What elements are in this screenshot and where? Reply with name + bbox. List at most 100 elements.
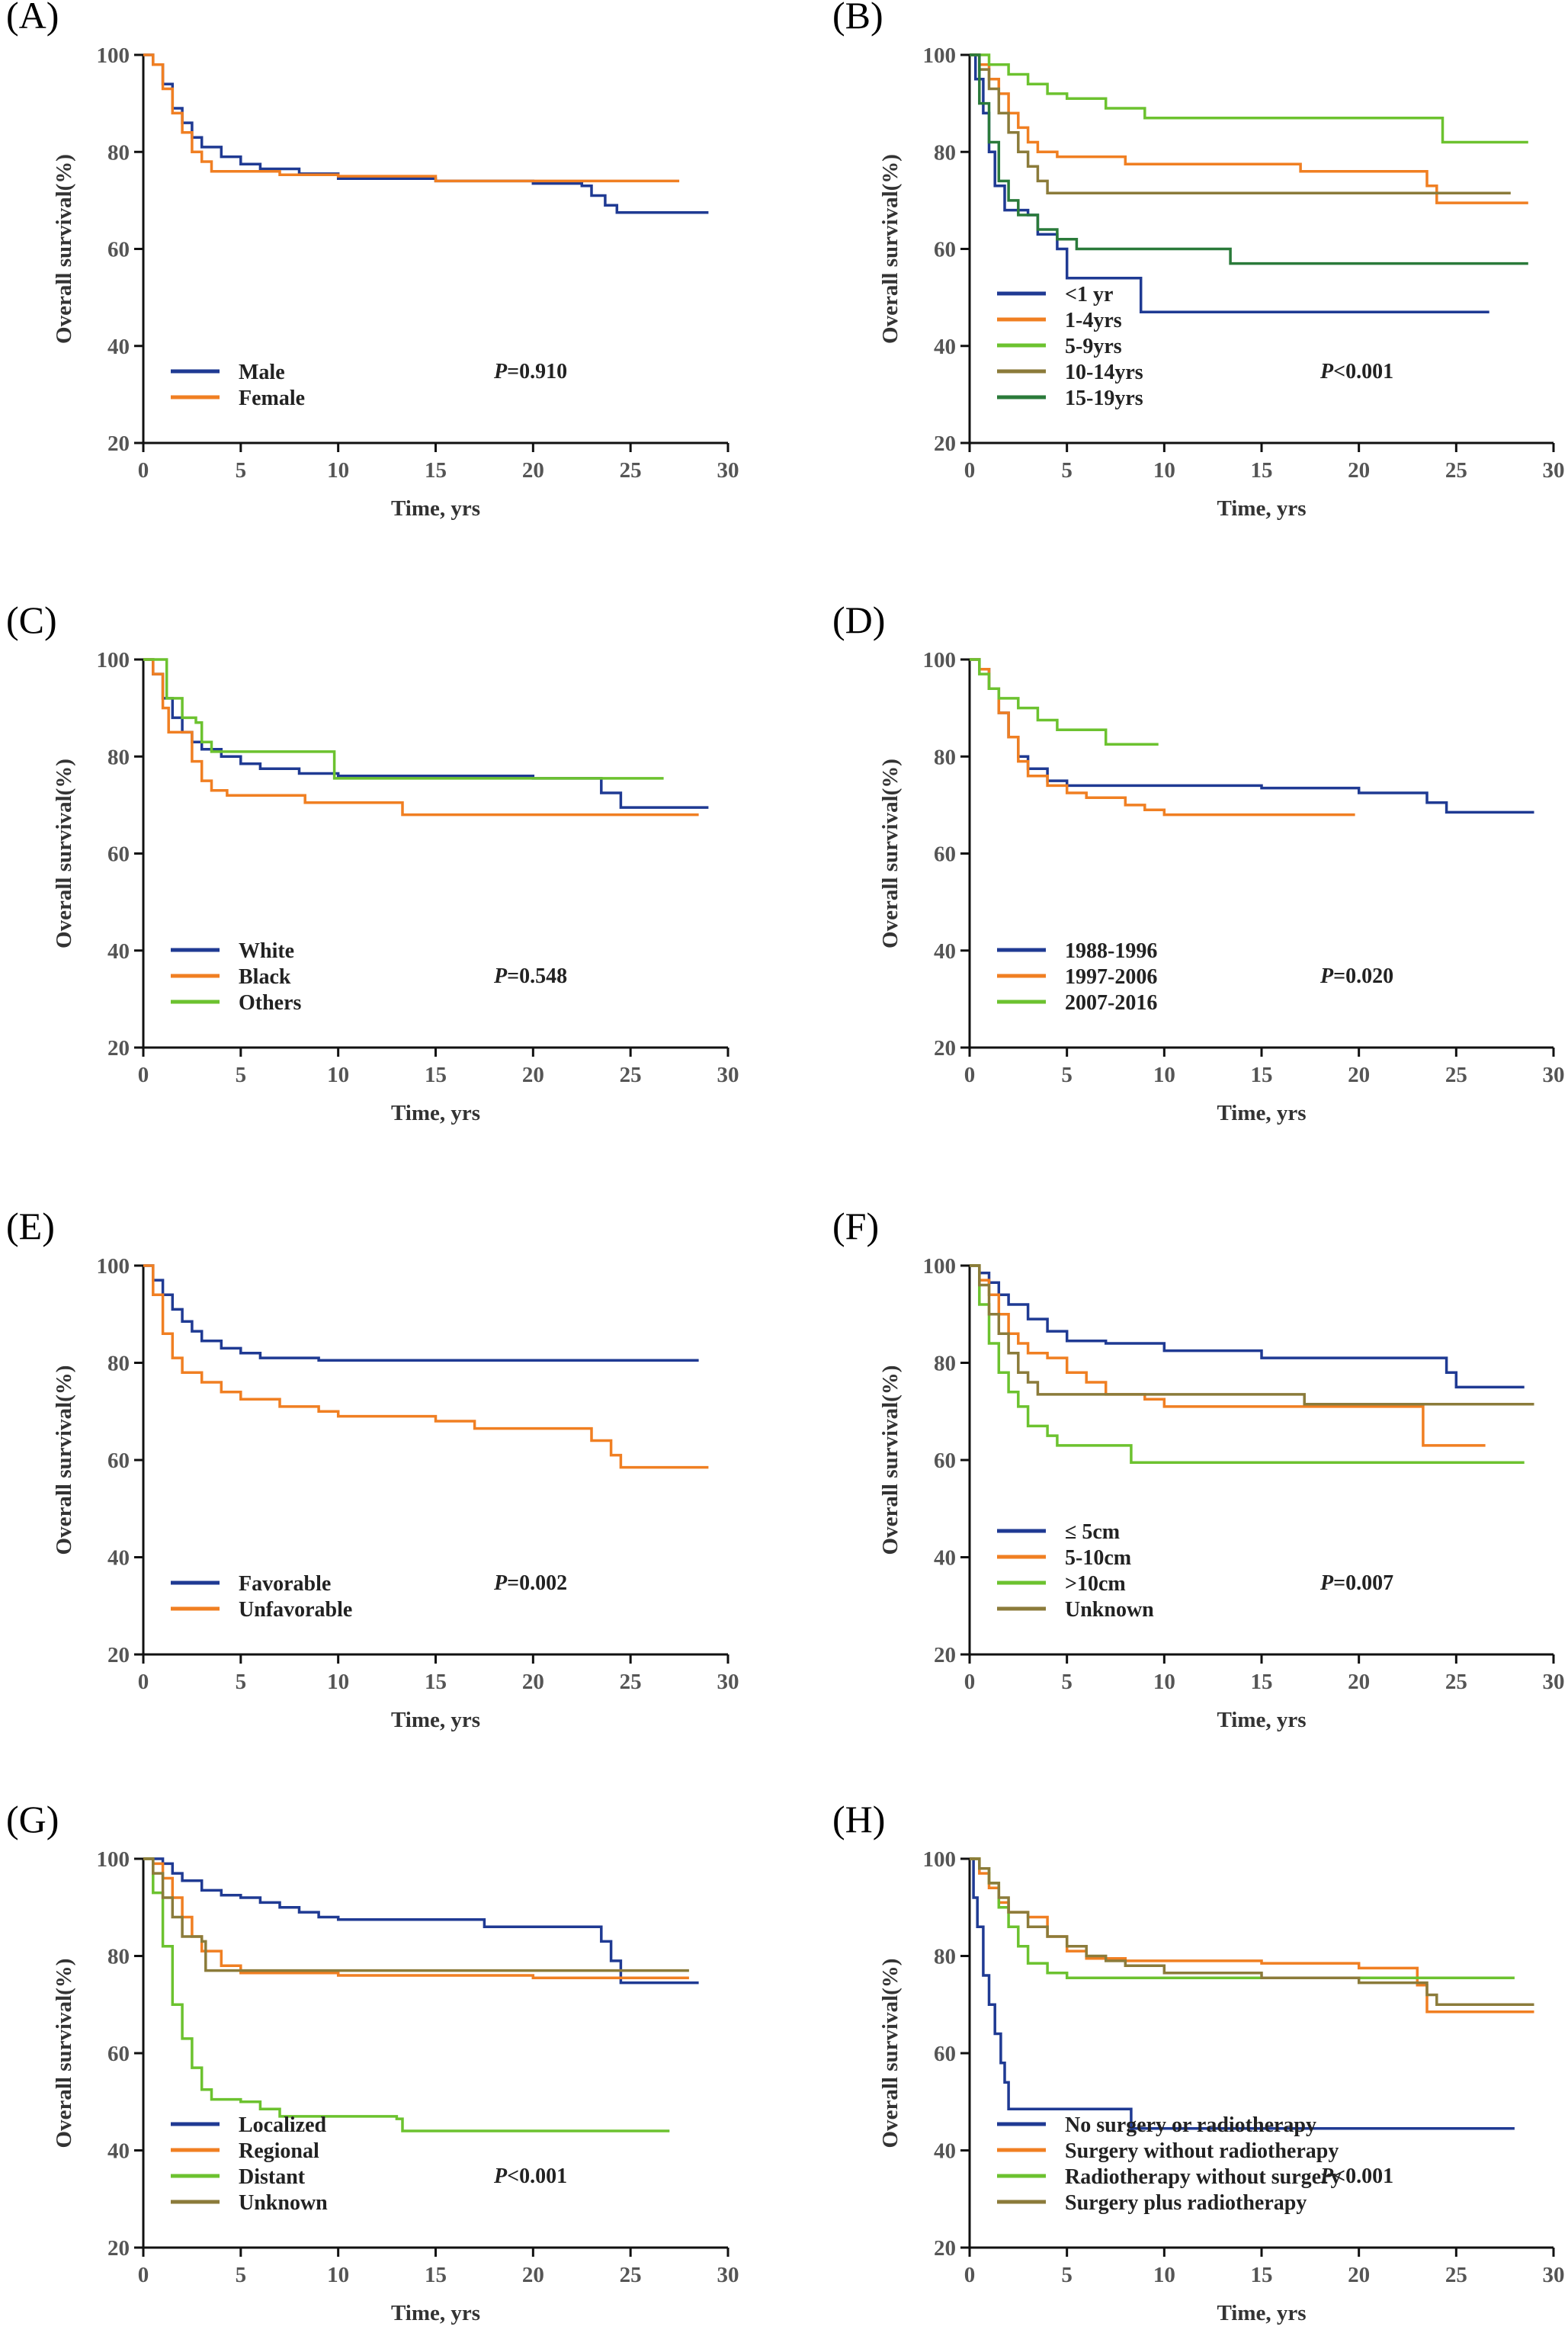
y-tick-label: 20 xyxy=(107,432,130,456)
y-tick-label: 60 xyxy=(934,2042,956,2066)
x-axis-title: Time, yrs xyxy=(391,496,480,521)
survival-curve xyxy=(970,53,1528,204)
survival-curve xyxy=(970,53,1528,265)
x-axis-title: Time, yrs xyxy=(1217,1708,1306,1732)
y-tick-label: 100 xyxy=(923,43,957,68)
x-tick-label: 20 xyxy=(522,2263,544,2287)
survival-curve xyxy=(143,1857,699,1985)
legend-label: Radiotherapy without surgery xyxy=(1065,2165,1341,2189)
survival-curve xyxy=(143,53,709,214)
y-axis-title: Overall survival(%) xyxy=(878,1365,903,1555)
chart-panel: (B) 20 40 60 80 100 0 5 10 15 20 25 30 Time, yrs Overa… xyxy=(832,0,1565,521)
axes: 20 40 60 80 100 0 5 10 15 20 25 30 xyxy=(97,43,739,483)
x-tick-label: 20 xyxy=(522,458,544,483)
x-tick-label: 15 xyxy=(425,2263,447,2287)
y-tick-label: 40 xyxy=(107,1546,130,1571)
y-tick-label: 80 xyxy=(934,745,956,769)
x-tick-label: 0 xyxy=(138,1063,149,1087)
survival-curve xyxy=(970,53,1528,144)
panel-label: (A) xyxy=(6,0,59,37)
legend: <1 yr 1-4yrs 5-9yrs 10-14yrs 15-19yrs xyxy=(997,283,1143,410)
x-tick-label: 20 xyxy=(1348,1670,1370,1694)
panel-label: (E) xyxy=(6,1205,55,1247)
survival-curve xyxy=(970,1857,1534,2014)
panel-label: (F) xyxy=(832,1205,879,1247)
axes: 20 40 60 80 100 0 5 10 15 20 25 30 xyxy=(923,43,1565,483)
x-tick-label: 25 xyxy=(620,458,642,483)
x-tick-label: 5 xyxy=(236,1670,247,1694)
x-axis-title: Time, yrs xyxy=(1217,1101,1306,1125)
panel-label: (H) xyxy=(832,1798,885,1840)
x-tick-label: 0 xyxy=(138,458,149,483)
legend-label: Surgery without radiotherapy xyxy=(1065,2139,1339,2163)
survival-curve xyxy=(970,1857,1534,2007)
legend-label: 15-19yrs xyxy=(1065,387,1143,410)
survival-curve xyxy=(143,53,680,183)
chart-panel: (G) 20 40 60 80 100 0 5 10 15 20 25 30 Time, yrs Overa… xyxy=(6,1798,739,2325)
x-tick-label: 20 xyxy=(1348,1063,1370,1087)
x-axis-title: Time, yrs xyxy=(1217,2301,1306,2325)
chart-panel: (F) 20 40 60 80 100 0 5 10 15 20 25 30 Time, yrs Overa… xyxy=(832,1205,1565,1732)
x-tick-label: 15 xyxy=(425,1670,447,1694)
x-tick-label: 30 xyxy=(1543,2263,1565,2287)
x-axis-title: Time, yrs xyxy=(1217,496,1306,521)
y-tick-label: 20 xyxy=(934,1036,956,1061)
p-value: P=0.007 xyxy=(1319,1571,1393,1595)
legend-label: Surgery plus radiotherapy xyxy=(1065,2191,1307,2215)
legend-label: <1 yr xyxy=(1065,283,1113,306)
survival-curve xyxy=(970,658,1159,746)
legend-label: Unfavorable xyxy=(239,1598,352,1622)
x-tick-label: 0 xyxy=(138,2263,149,2287)
survival-curves xyxy=(143,1264,709,1469)
y-tick-label: 40 xyxy=(107,335,130,359)
x-tick-label: 0 xyxy=(964,1063,976,1087)
y-tick-label: 80 xyxy=(107,140,130,165)
p-value: P<0.001 xyxy=(1319,2164,1393,2188)
survival-curve xyxy=(970,1264,1534,1406)
x-tick-label: 5 xyxy=(236,2263,247,2287)
legend-label: Unknown xyxy=(1065,1598,1154,1622)
chart-panel: (C) 20 40 60 80 100 0 5 10 15 20 25 30 Time, yrs Overa… xyxy=(6,598,739,1125)
legend-label: 1988-1996 xyxy=(1065,939,1157,963)
x-tick-label: 25 xyxy=(620,1670,642,1694)
x-tick-label: 10 xyxy=(1153,2263,1175,2287)
x-tick-label: 15 xyxy=(425,1063,447,1087)
x-tick-label: 25 xyxy=(620,2263,642,2287)
x-tick-label: 0 xyxy=(138,1670,149,1694)
x-tick-label: 30 xyxy=(717,1670,739,1694)
panel-label: (B) xyxy=(832,0,883,37)
p-value: P=0.020 xyxy=(1319,964,1393,988)
x-tick-label: 15 xyxy=(1251,2263,1273,2287)
axes: 20 40 60 80 100 0 5 10 15 20 25 30 xyxy=(97,648,739,1087)
legend-label: Unknown xyxy=(239,2191,328,2215)
y-tick-label: 40 xyxy=(107,939,130,964)
legend-label: Regional xyxy=(239,2139,319,2163)
legend-label: Distant xyxy=(239,2165,306,2189)
legend-label: 1-4yrs xyxy=(1065,309,1122,332)
legend-label: 10-14yrs xyxy=(1065,361,1143,384)
survival-curve xyxy=(970,1264,1525,1389)
legend: Male Female xyxy=(171,361,305,410)
x-tick-label: 10 xyxy=(1153,458,1175,483)
panel-label: (G) xyxy=(6,1798,59,1840)
legend-label: 1997-2006 xyxy=(1065,965,1157,989)
x-tick-label: 5 xyxy=(236,458,247,483)
survival-curves xyxy=(970,53,1528,313)
y-tick-label: 80 xyxy=(934,1352,956,1376)
y-tick-label: 60 xyxy=(107,1449,130,1473)
y-tick-label: 80 xyxy=(107,1352,130,1376)
x-tick-label: 5 xyxy=(1061,1670,1073,1694)
y-tick-label: 60 xyxy=(107,2042,130,2066)
x-tick-label: 20 xyxy=(522,1670,544,1694)
legend-label: Others xyxy=(239,991,302,1015)
y-tick-label: 40 xyxy=(934,2139,956,2164)
y-axis-title: Overall survival(%) xyxy=(878,154,903,344)
x-tick-label: 10 xyxy=(327,1670,349,1694)
legend-label: Localized xyxy=(239,2113,327,2137)
x-tick-label: 20 xyxy=(522,1063,544,1087)
